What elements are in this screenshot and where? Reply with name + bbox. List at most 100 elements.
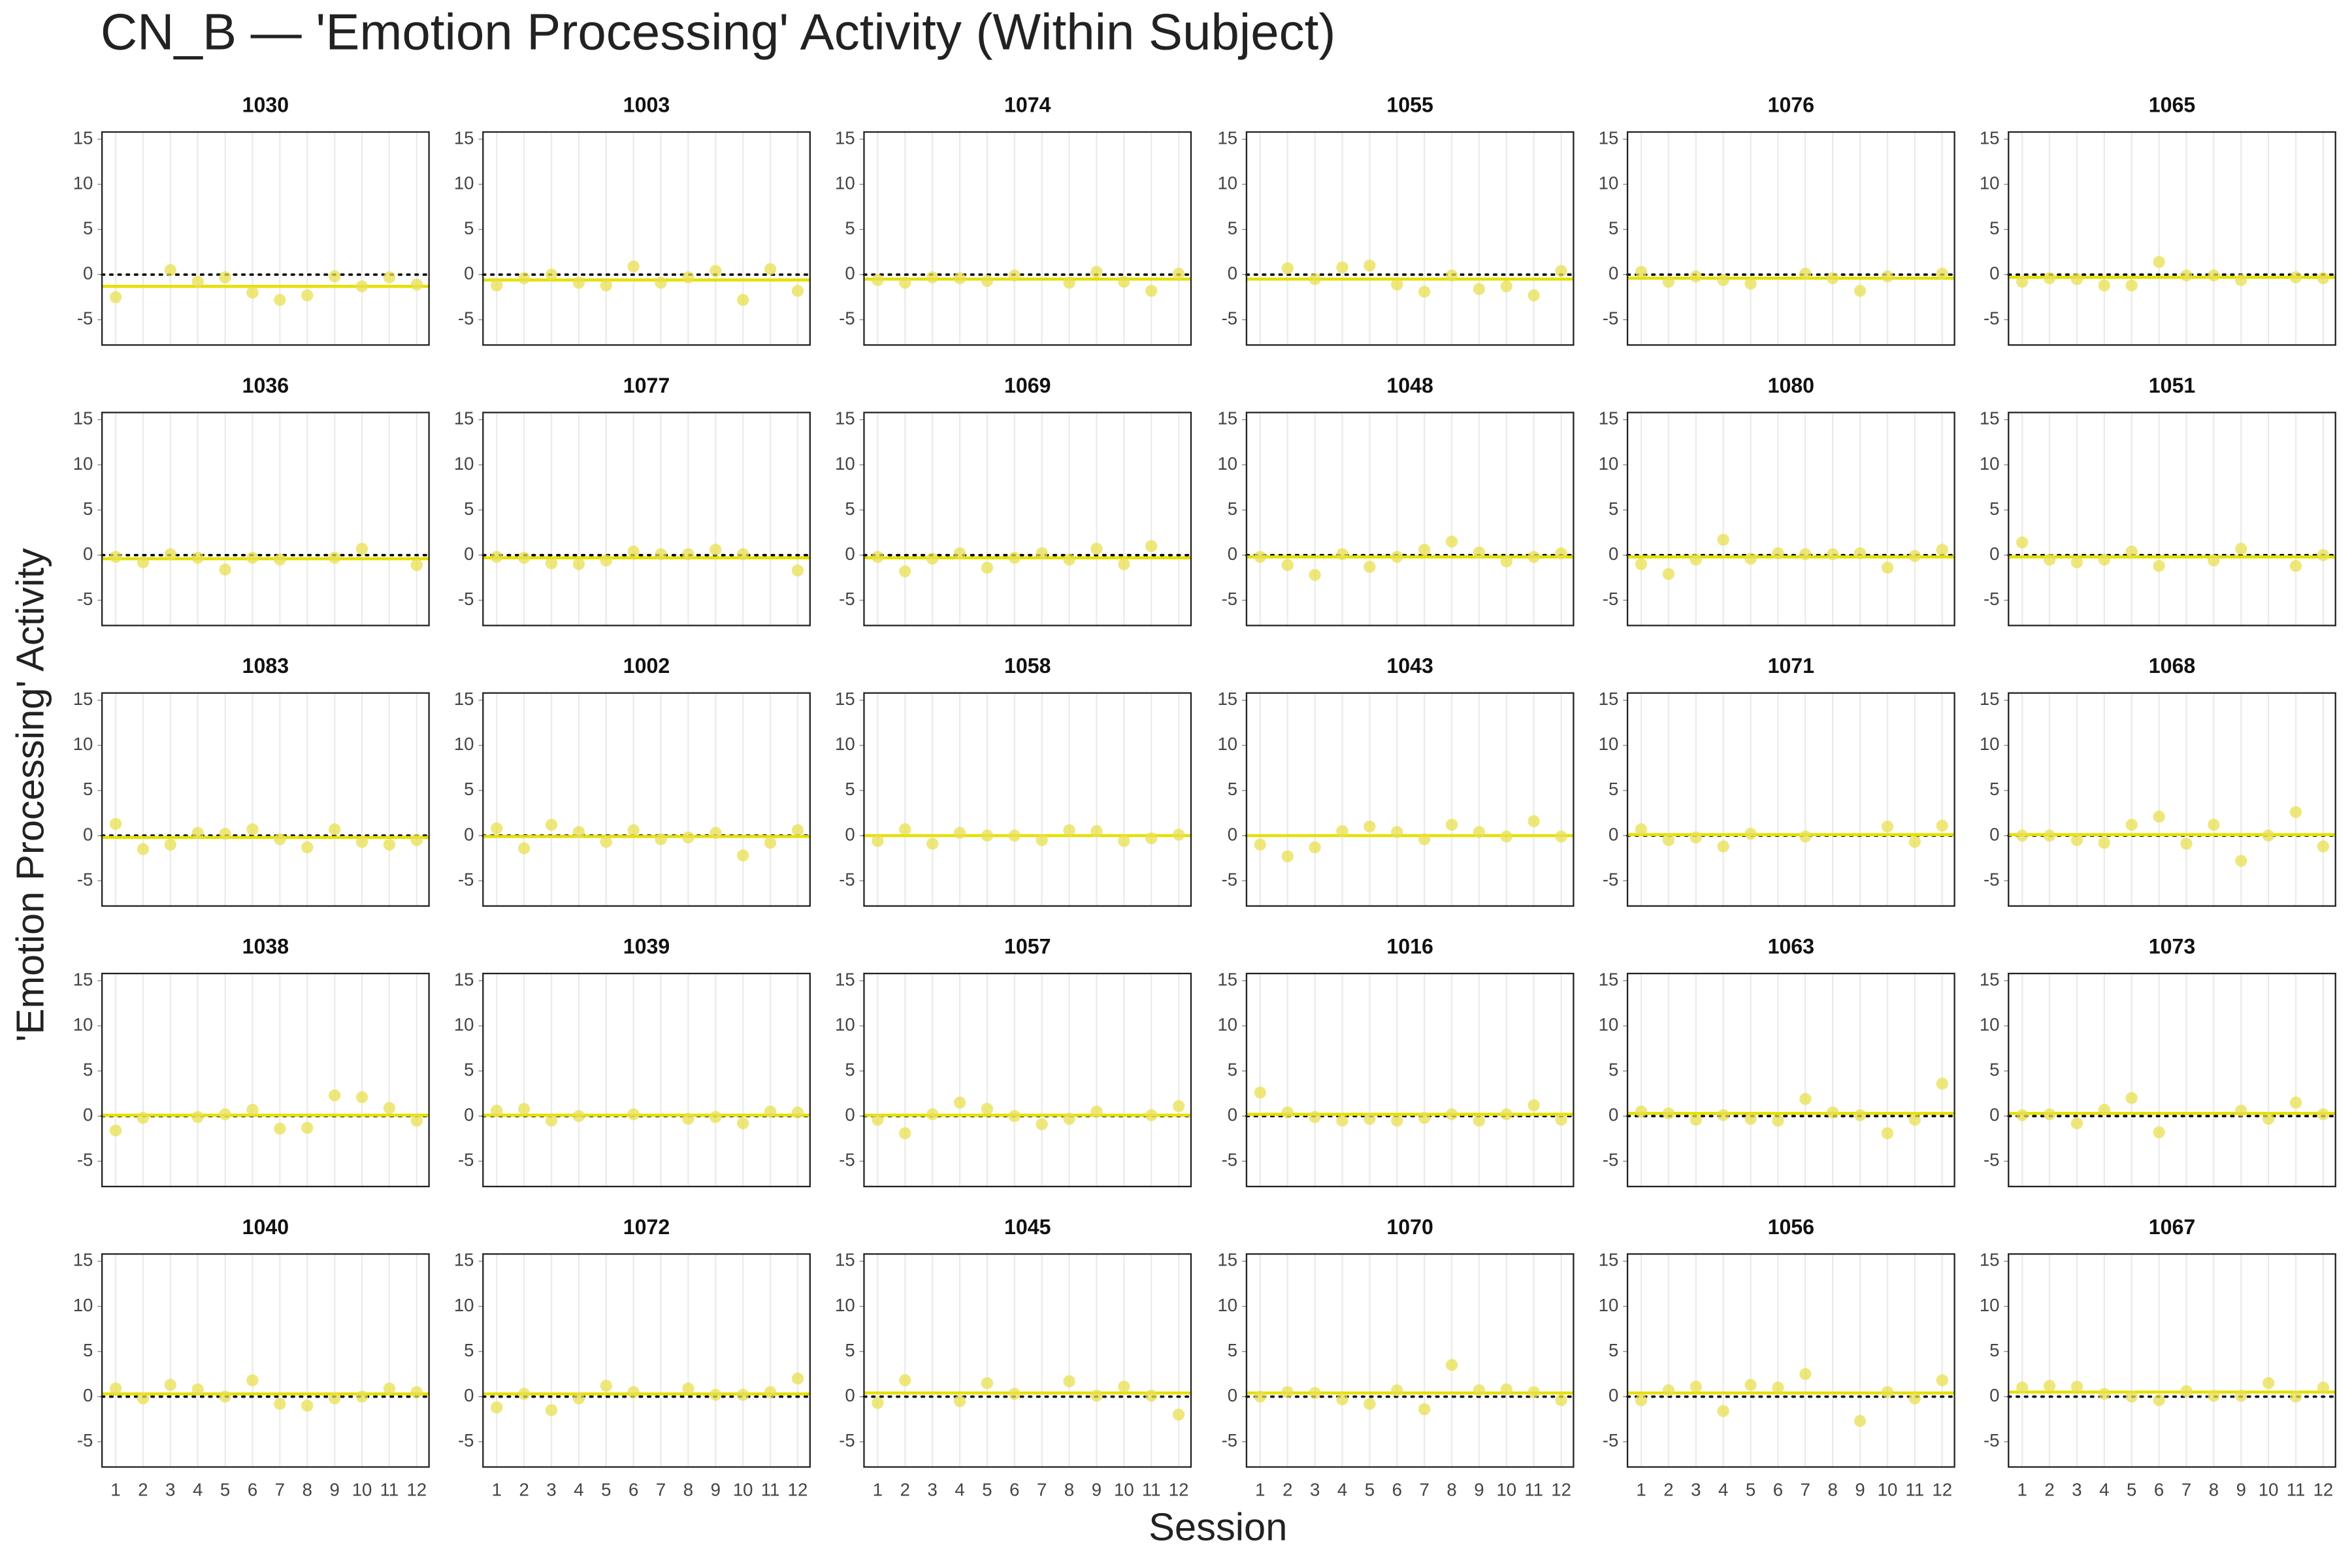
point	[1473, 1384, 1486, 1397]
panel-border	[1626, 692, 1955, 907]
y-tick-label: 10	[73, 734, 93, 754]
point	[1799, 830, 1812, 843]
point	[355, 542, 368, 555]
point	[791, 824, 804, 836]
y-tick-label: 15	[1217, 408, 1237, 429]
panel-border	[101, 131, 430, 346]
point	[2016, 536, 2029, 549]
point	[1364, 820, 1376, 833]
point	[1881, 270, 1894, 283]
y-tick-label: 0	[1228, 824, 1237, 844]
y-tick-label: 10	[454, 1014, 474, 1034]
y-tick-label: 15	[73, 1250, 93, 1270]
point	[1827, 1106, 1839, 1119]
point	[517, 1103, 531, 1115]
panel-title: 1065	[2149, 93, 2195, 116]
x-tick-label: 5	[1365, 1479, 1375, 1499]
y-tick-label: 5	[1228, 1340, 1237, 1360]
y-tick-label: -5	[458, 1430, 474, 1450]
point	[2043, 829, 2056, 842]
panel-border	[2008, 1253, 2336, 1468]
point	[1854, 284, 1867, 297]
x-axis-label: Session	[1149, 1505, 1287, 1549]
y-tick-label: 5	[1609, 498, 1618, 519]
point	[627, 1386, 640, 1398]
point	[736, 548, 749, 561]
point	[301, 1122, 314, 1134]
y-tick-label: -5	[1984, 308, 2000, 329]
point	[682, 831, 694, 843]
x-tick-label: 11	[2287, 1479, 2306, 1499]
y-tick-label: 10	[1599, 1014, 1619, 1034]
y-tick-label: 10	[1599, 1295, 1619, 1315]
y-tick-label: 15	[1217, 127, 1237, 148]
point	[328, 1089, 341, 1102]
point	[191, 1111, 204, 1123]
point	[899, 823, 911, 836]
point	[710, 265, 722, 277]
point	[2098, 1103, 2111, 1116]
panel: -5 0 5 10 15 1030	[73, 93, 431, 346]
point	[2098, 836, 2111, 849]
point	[410, 559, 423, 572]
y-axis-label: 'Emotion Processing' Activity	[8, 548, 52, 1042]
x-tick-label: 5	[601, 1479, 611, 1499]
point	[2208, 554, 2220, 567]
y-tick-label: -5	[839, 1430, 855, 1450]
point	[899, 565, 911, 578]
point	[1391, 1115, 1403, 1127]
x-tick-label: 5	[220, 1479, 230, 1499]
point	[2043, 553, 2056, 566]
point	[953, 272, 966, 285]
y-tick-label: 0	[1609, 1385, 1618, 1405]
x-tick-label: 1	[2017, 1479, 2027, 1499]
point	[137, 843, 150, 855]
y-tick-label: 0	[1609, 824, 1618, 844]
point	[2098, 1388, 2111, 1400]
panel-border	[482, 1253, 811, 1468]
point	[2289, 1096, 2302, 1109]
panel: -5 0 5 10 15 1057	[835, 935, 1192, 1188]
x-tick-label: 1	[1255, 1479, 1265, 1499]
point	[2208, 269, 2220, 282]
y-tick-label: 15	[1217, 689, 1237, 709]
x-tick-label: 3	[1691, 1479, 1701, 1499]
x-tick-label: 10	[2259, 1479, 2279, 1499]
y-tick-label: 10	[835, 1295, 855, 1315]
point	[383, 1382, 396, 1395]
y-tick-label: 15	[1217, 969, 1237, 989]
point	[1118, 558, 1130, 570]
point	[1854, 547, 1867, 560]
point	[2043, 1379, 2056, 1392]
point	[137, 556, 150, 568]
chart-title: CN_B — 'Emotion Processing' Activity (Wi…	[101, 3, 1336, 61]
y-tick-label: -5	[1222, 1150, 1238, 1170]
y-tick-label: 15	[1980, 408, 2000, 429]
x-tick-label: 4	[193, 1479, 203, 1499]
point	[1881, 820, 1894, 833]
y-tick-label: 0	[83, 1105, 93, 1125]
point	[410, 834, 423, 847]
x-tick-label: 3	[165, 1479, 175, 1499]
x-tick-label: 1	[110, 1479, 120, 1499]
point	[191, 826, 204, 840]
panel-border	[2008, 692, 2336, 907]
x-tick-label: 4	[1337, 1479, 1347, 1499]
x-tick-label: 11	[1142, 1479, 1161, 1499]
x-tick-label: 10	[352, 1479, 372, 1499]
point	[1473, 826, 1486, 838]
y-tick-label: 5	[1609, 1340, 1618, 1360]
y-tick-label: 0	[1989, 1385, 1999, 1405]
point	[899, 1127, 911, 1139]
x-tick-label: 6	[1009, 1479, 1019, 1499]
point	[1036, 1118, 1048, 1130]
point	[1662, 1384, 1675, 1397]
point	[1527, 1386, 1540, 1398]
point	[517, 1388, 531, 1400]
point	[2317, 1381, 2330, 1394]
point	[2043, 272, 2056, 285]
y-tick-label: -5	[839, 589, 855, 609]
point	[600, 1379, 612, 1392]
point	[164, 548, 177, 561]
panel-title: 1002	[623, 654, 670, 678]
